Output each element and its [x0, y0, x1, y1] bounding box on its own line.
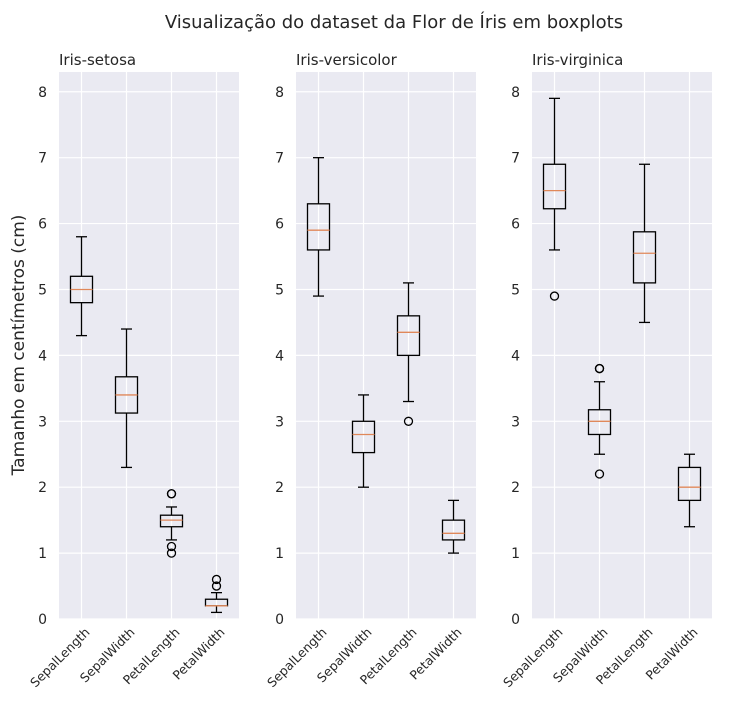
outlier-point	[166, 548, 177, 558]
y-tick-label: 1	[511, 546, 520, 562]
figure-title: Visualização do dataset da Flor de Íris …	[165, 11, 623, 33]
y-tick-label: 5	[511, 282, 520, 298]
y-tick-label: 3	[38, 414, 47, 430]
y-tick-label: 5	[38, 282, 47, 298]
y-tick-label: 0	[275, 612, 284, 628]
box-petallength	[396, 282, 421, 426]
box-petalwidth	[677, 453, 702, 528]
y-tick-label: 7	[38, 151, 47, 167]
panel-iris-setosa: 012345678SepalLengthSepalWidthPetalLengt…	[27, 51, 239, 690]
y-tick-label: 8	[275, 85, 284, 101]
iqr-box	[441, 519, 466, 541]
y-tick-label: 4	[38, 348, 47, 364]
iqr-box	[306, 203, 331, 251]
outlier-point	[166, 489, 177, 499]
plot-area	[296, 72, 476, 619]
y-tick-label: 6	[275, 217, 284, 233]
y-tick-label: 8	[38, 85, 47, 101]
box-sepalwidth	[114, 328, 139, 469]
y-tick-label: 3	[511, 414, 520, 430]
box-sepalwidth	[587, 363, 612, 479]
y-tick-label: 1	[38, 546, 47, 562]
panel-iris-virginica: 012345678SepalLengthSepalWidthPetalLengt…	[500, 51, 712, 690]
outlier-point	[166, 541, 177, 552]
outlier-point	[211, 581, 222, 591]
y-tick-label: 6	[511, 217, 520, 233]
iqr-box	[396, 315, 421, 357]
panel-iris-versicolor: 012345678SepalLengthSepalWidthPetalLengt…	[264, 51, 476, 690]
y-tick-label: 0	[38, 612, 47, 628]
y-axis-label: Tamanho em centímetros (cm)	[9, 215, 29, 477]
outlier-point	[549, 291, 560, 301]
box-petalwidth	[441, 499, 466, 554]
y-tick-label: 6	[38, 217, 47, 233]
y-tick-label: 1	[275, 546, 284, 562]
box-sepallength	[542, 97, 567, 301]
panel-title: Iris-virginica	[532, 51, 623, 69]
panel-title: Iris-setosa	[59, 51, 136, 69]
outlier-point	[403, 416, 414, 426]
box-petalwidth	[204, 574, 229, 614]
y-tick-label: 2	[38, 480, 47, 496]
y-tick-label: 4	[511, 348, 520, 364]
iqr-box	[587, 409, 612, 436]
box-petallength	[632, 163, 657, 324]
y-tick-label: 0	[511, 612, 520, 628]
y-tick-label: 7	[511, 151, 520, 167]
outlier-point	[594, 469, 605, 479]
y-tick-label: 5	[275, 282, 284, 298]
plot-area	[532, 72, 712, 619]
iqr-box	[159, 514, 184, 528]
box-petallength	[159, 489, 184, 558]
box-sepallength	[306, 157, 331, 297]
outlier-point	[594, 363, 605, 374]
box-sepalwidth	[351, 394, 376, 488]
y-tick-label: 3	[275, 414, 284, 430]
box-sepallength	[69, 236, 94, 337]
plot-area	[59, 72, 239, 619]
outlier-point	[211, 574, 222, 585]
iqr-box	[677, 466, 702, 502]
panel-title: Iris-versicolor	[296, 51, 398, 69]
y-tick-label: 2	[275, 480, 284, 496]
y-tick-label: 8	[511, 85, 520, 101]
y-tick-label: 4	[275, 348, 284, 364]
iqr-box	[542, 163, 567, 210]
y-tick-label: 2	[511, 480, 520, 496]
iqr-box	[351, 420, 376, 454]
y-tick-label: 7	[275, 151, 284, 167]
iqr-box	[632, 231, 657, 284]
